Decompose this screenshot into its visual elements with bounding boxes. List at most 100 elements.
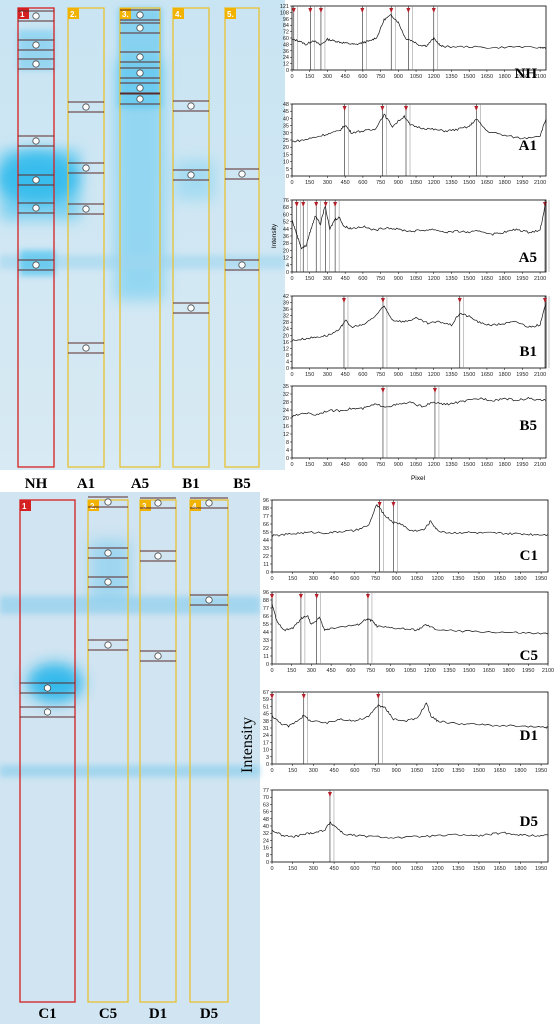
peak-marker [391,500,398,572]
x-tick-label: 900 [394,276,403,282]
y-tick-label: 31 [263,726,269,732]
y-tick-label: 56 [263,810,269,816]
x-tick-label: 300 [323,74,332,80]
x-tick-label: 450 [341,74,350,80]
peak-marker [404,104,411,176]
lane-number-badge [140,500,151,511]
plot-frame [291,385,547,459]
band-marker [88,547,128,559]
y-tick-label: 30 [283,131,289,137]
x-tick-label: 1500 [463,276,475,282]
y-tick-label: 28 [283,320,289,326]
lane-number-text: 4. [175,10,182,19]
band-marker [20,706,75,718]
y-tick-label: 0 [266,762,269,768]
x-tick-label: 150 [305,372,314,378]
peak-marker [314,200,321,272]
x-tick-label: 1350 [445,74,457,80]
lane-number-text: 4. [192,502,199,511]
y-tick-label: 63 [263,802,269,808]
x-tick-label: 600 [350,576,359,582]
band-marker [88,576,128,588]
lane-number-badge [225,8,236,19]
x-tick-label: 600 [358,180,367,186]
lane-number-text: 1 [20,10,25,19]
y-tick-label: 25 [283,138,289,144]
x-tick-label: 750 [371,576,380,582]
y-tick-label: 51 [263,704,269,710]
x-tick-label: 1500 [473,576,485,582]
x-tick-label: 1200 [431,768,443,774]
x-tick-label: 2100 [534,74,546,80]
y-tick-label: 60 [283,36,289,42]
y-tick-label: 0 [266,860,269,866]
lane-label: NH [25,476,48,492]
y-tick-label: 44 [263,630,269,636]
band-marker [68,342,104,354]
lane-outline [172,7,210,468]
lane-label: B5 [233,476,251,492]
x-tick-label: 2100 [542,668,554,674]
x-tick-label: 750 [371,866,380,872]
peak-marker [380,296,388,368]
x-tick-label: 450 [341,180,350,186]
x-tick-label: 150 [305,276,314,282]
x-tick-label: 1050 [410,74,422,80]
plot-b5: 35 32 28 24 20 16 12 8 4 00 150 300 450 600 750 900 1050… [283,384,547,468]
x-tick-label: 1650 [481,276,493,282]
x-tick-label: 900 [394,372,403,378]
x-tick-label: 750 [376,180,385,186]
peak-marker [327,790,335,862]
y-tick-label: 55 [263,622,269,628]
y-tick-label: 24 [283,408,289,414]
lane-number-text: 1 [22,502,27,511]
peak-marker [432,386,440,458]
band-marker [190,594,228,606]
x-tick-label: 1500 [463,180,475,186]
band-marker [18,58,54,70]
band-marker [18,174,54,186]
y-tick-label: 66 [263,614,269,620]
plot-c5: 96 88 77 66 55 44 33 22 11 00 150 300 450 600 750 900 10… [263,590,554,674]
lane-label: B1 [182,476,200,492]
x-tick-label: 600 [358,74,367,80]
x-tick-label: 1650 [481,74,493,80]
y-tick-label: 24 [263,733,269,739]
x-tick-label: 600 [358,372,367,378]
x-tick-label: 1350 [445,462,457,468]
y-tick-label: 0 [286,456,289,462]
y-tick-label: 77 [263,788,269,794]
y-tick-label: 4 [286,263,289,269]
lane-number-badge [18,8,29,19]
top-lane-a5: 3. A5 [119,7,161,492]
band-marker [68,162,104,174]
plot-label: D5 [520,814,538,830]
x-tick-label: 150 [305,74,314,80]
plot-label: D1 [520,728,538,744]
x-tick-label: 1950 [535,866,547,872]
y-tick-label: 66 [263,522,269,528]
x-tick-label: 1350 [445,276,457,282]
lane-label: C5 [99,1006,117,1022]
peak-marker [270,692,277,764]
peak-marker [360,6,367,70]
x-tick-label: 900 [394,74,403,80]
y-tick-label: 0 [266,662,269,668]
lane-outline [119,7,161,468]
y-tick-label: 22 [263,554,269,560]
x-tick-label: 150 [305,462,314,468]
x-tick-label: 0 [290,372,293,378]
top-lane-nh: 1 NH [17,7,55,492]
x-tick-label: 2100 [534,372,546,378]
y-tick-label: 24 [283,327,289,333]
bottom-lane-d1: 3 D1 [139,497,177,1022]
bottom-lanes: 1 C1 2.C5 3 D1 4. D5 [19,496,229,1022]
band-marker [88,639,128,651]
x-tick-label: 1650 [494,768,506,774]
peak-marker [376,692,383,764]
y-tick-label: 10 [263,748,269,754]
band-marker [18,135,54,147]
